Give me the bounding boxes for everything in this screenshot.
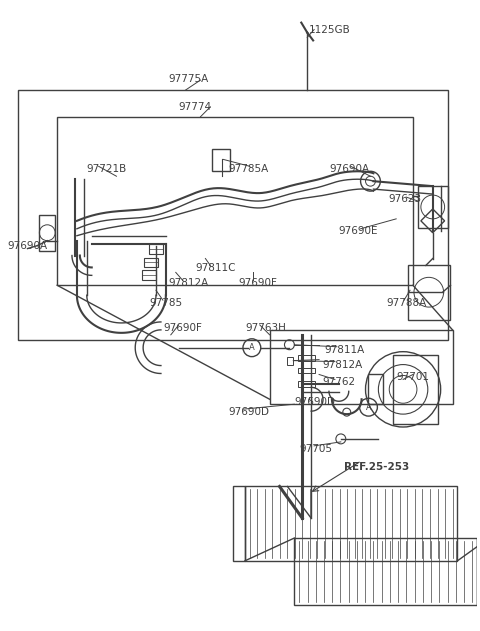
Bar [245,487,457,561]
Bar [418,186,447,228]
Text: 1125GB: 1125GB [309,25,351,35]
Text: 97763H: 97763H [245,323,286,333]
Bar [57,117,413,285]
Bar [18,90,447,339]
Text: REF.25-253: REF.25-253 [344,462,409,472]
Bar [477,538,480,605]
Text: 97623: 97623 [388,194,421,204]
Text: 97785: 97785 [149,298,182,308]
Bar [369,374,384,404]
Text: 97811C: 97811C [195,264,236,273]
Bar [270,330,453,404]
Bar [149,244,163,254]
Text: 97774: 97774 [179,102,212,112]
Text: A: A [366,403,372,411]
Text: 97788A: 97788A [386,298,427,308]
Text: 97690E: 97690E [339,226,378,236]
Bar [233,487,245,561]
Text: 97812A: 97812A [322,360,362,370]
Text: 97762: 97762 [322,377,355,387]
Text: 97785A: 97785A [228,164,268,174]
Bar [288,357,293,365]
Text: 97775A: 97775A [169,74,209,84]
Bar [298,367,315,374]
Text: 97690F: 97690F [238,278,277,288]
Bar [298,381,315,387]
Text: 97690A: 97690A [329,164,369,174]
Bar [212,150,230,171]
Text: 97690D: 97690D [228,407,269,417]
Text: 97690A: 97690A [8,240,48,251]
Text: 97811A: 97811A [324,345,364,355]
Text: 97705: 97705 [300,444,332,454]
Bar [39,215,55,251]
Bar [294,538,477,605]
Text: 97690D: 97690D [294,398,336,407]
Bar [298,355,315,360]
Text: 97690F: 97690F [163,323,202,333]
Text: 97812A: 97812A [169,278,209,288]
Bar [142,271,156,280]
Text: A: A [249,343,255,352]
Bar [408,266,450,320]
Bar [144,257,158,268]
Text: 97701: 97701 [396,372,429,382]
Bar [393,355,438,424]
Text: 97721B: 97721B [87,164,127,174]
